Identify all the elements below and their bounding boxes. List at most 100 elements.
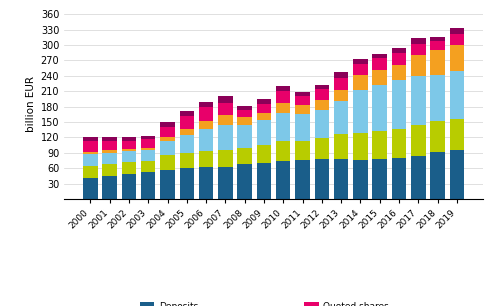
Bar	[373, 131, 387, 159]
Bar	[103, 137, 117, 141]
Bar	[411, 125, 425, 156]
Bar	[276, 103, 290, 113]
Bar	[238, 125, 252, 147]
Bar	[141, 147, 155, 150]
Bar	[392, 48, 406, 53]
Bar	[315, 159, 329, 199]
Bar	[141, 172, 155, 199]
Bar	[411, 39, 425, 43]
Bar	[276, 91, 290, 103]
Bar	[199, 121, 213, 129]
Bar	[334, 90, 349, 101]
Bar	[218, 150, 233, 167]
Bar	[83, 178, 98, 199]
Bar	[450, 71, 464, 119]
Bar	[450, 28, 464, 34]
Bar	[392, 129, 406, 158]
Bar	[218, 103, 233, 115]
Bar	[179, 135, 194, 153]
Bar	[160, 127, 175, 137]
Bar	[334, 134, 349, 159]
Bar	[141, 136, 155, 140]
Bar	[257, 145, 271, 163]
Bar	[430, 152, 445, 199]
Bar	[334, 101, 349, 134]
Bar	[315, 138, 329, 159]
Bar	[353, 64, 368, 75]
Bar	[430, 37, 445, 41]
Bar	[257, 99, 271, 103]
Bar	[257, 103, 271, 113]
Bar	[373, 85, 387, 131]
Y-axis label: billion EUR: billion EUR	[27, 76, 36, 132]
Bar	[141, 161, 155, 172]
Bar	[450, 150, 464, 199]
Bar	[257, 163, 271, 199]
Bar	[295, 141, 310, 160]
Bar	[353, 160, 368, 199]
Bar	[199, 151, 213, 167]
Bar	[392, 65, 406, 80]
Bar	[276, 141, 290, 162]
Bar	[179, 153, 194, 168]
Bar	[160, 155, 175, 170]
Bar	[218, 125, 233, 150]
Bar	[199, 129, 213, 151]
Bar	[295, 105, 310, 114]
Bar	[179, 168, 194, 199]
Bar	[83, 141, 98, 152]
Bar	[238, 110, 252, 118]
Bar	[392, 80, 406, 129]
Bar	[122, 149, 136, 151]
Bar	[450, 119, 464, 150]
Bar	[160, 122, 175, 127]
Bar	[83, 166, 98, 178]
Bar	[334, 159, 349, 199]
Bar	[450, 34, 464, 45]
Bar	[122, 141, 136, 149]
Bar	[315, 85, 329, 89]
Bar	[411, 55, 425, 76]
Bar	[315, 89, 329, 100]
Bar	[295, 96, 310, 105]
Bar	[430, 121, 445, 152]
Bar	[238, 106, 252, 110]
Bar	[83, 154, 98, 166]
Bar	[218, 115, 233, 125]
Bar	[295, 92, 310, 96]
Bar	[276, 113, 290, 141]
Bar	[257, 113, 271, 121]
Bar	[160, 170, 175, 199]
Bar	[179, 111, 194, 116]
Bar	[373, 54, 387, 58]
Bar	[199, 107, 213, 121]
Bar	[257, 121, 271, 145]
Bar	[122, 137, 136, 141]
Bar	[334, 78, 349, 90]
Bar	[103, 164, 117, 176]
Bar	[238, 118, 252, 125]
Bar	[103, 150, 117, 153]
Bar	[141, 140, 155, 147]
Bar	[353, 75, 368, 90]
Bar	[276, 162, 290, 199]
Bar	[276, 86, 290, 91]
Bar	[238, 164, 252, 199]
Bar	[295, 160, 310, 199]
Bar	[141, 150, 155, 161]
Bar	[353, 90, 368, 133]
Bar	[334, 72, 349, 78]
Bar	[160, 137, 175, 141]
Bar	[411, 43, 425, 55]
Bar	[373, 58, 387, 70]
Bar	[122, 151, 136, 162]
Bar	[122, 162, 136, 174]
Bar	[199, 167, 213, 199]
Bar	[103, 141, 117, 150]
Bar	[103, 176, 117, 199]
Bar	[411, 76, 425, 125]
Bar	[295, 114, 310, 141]
Bar	[179, 116, 194, 129]
Bar	[373, 70, 387, 85]
Bar	[430, 50, 445, 75]
